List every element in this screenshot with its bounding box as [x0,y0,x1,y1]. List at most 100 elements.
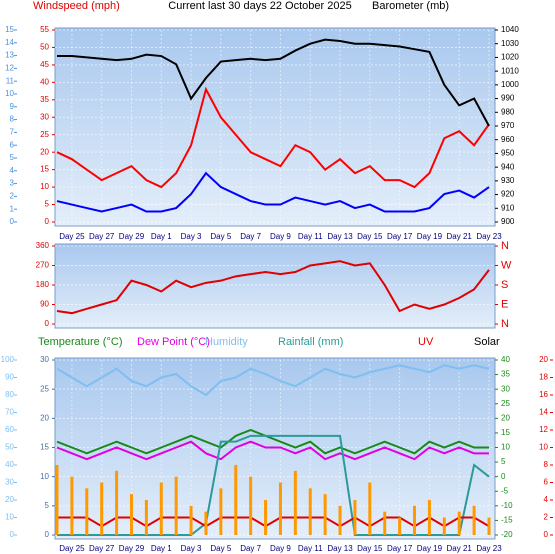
y3-tick-label: 0 [10,530,15,539]
x-tick-label: Day 19 [417,232,443,241]
y2-tick-label: 910 [501,203,515,212]
y-tick-label: 15 [40,443,49,452]
bar [144,500,148,535]
y3-tick-label: 9 [10,102,15,111]
y-tick-label: 360 [36,241,50,250]
y2-tick-label: E [501,298,508,310]
bar [100,482,104,535]
y3-tick-label: 14 [5,38,14,47]
y-tick-label: 30 [40,112,49,121]
y3-tick-label: 50 [5,443,14,452]
series-line [57,516,490,528]
y2-tick-label: 1010 [501,66,519,75]
bar [189,505,193,535]
y-tick-label: 0 [45,530,50,539]
y2-tick-label: 15 [501,428,510,437]
y4-tick-label: 12 [539,425,548,434]
series-line [56,440,489,461]
y2-tick-label: -20 [501,530,513,539]
bar [398,517,402,535]
y-tick-label: 180 [36,280,50,289]
y-tick-label: 25 [40,384,49,393]
y2-tick-label: 40 [501,355,510,364]
y2-tick-label: 1040 [501,25,519,34]
y3-tick-label: 4 [10,166,15,175]
series-line [56,260,490,315]
y-tick-label: 5 [45,501,50,510]
x-tick-label: Day 25 [59,232,85,241]
y3-tick-label: 1 [10,204,15,213]
y4-tick-label: 8 [544,460,549,469]
series-line [57,434,490,536]
y-axis-label: Windspeed (mph) [33,0,120,12]
bar [159,482,163,535]
x-tick-label: Day 21 [447,544,473,553]
y2-tick-label: 30 [501,384,510,393]
bar [293,470,297,535]
y4-tick-label: 4 [544,495,549,504]
y2-tick-label: -5 [501,486,509,495]
bar [353,500,357,535]
y4-tick-label: 14 [539,408,548,417]
y-tick-label: 20 [40,413,49,422]
series-line [56,86,490,189]
y-tick-label: 25 [40,130,49,139]
y3-tick-label: 13 [5,51,14,60]
y4-tick-label: 0 [544,530,549,539]
x-tick-label: Day 17 [387,544,413,553]
y3-tick-label: 6 [10,140,15,149]
y-tick-label: 0 [45,217,50,226]
y2-tick-label: 950 [501,149,515,158]
bar [323,494,327,535]
y4-tick-label: 10 [539,443,548,452]
bar [264,500,268,535]
y2-tick-label: 980 [501,107,515,116]
y3-tick-label: 90 [5,373,14,382]
y3-tick-label: 40 [5,460,14,469]
bar [219,488,223,535]
y2-tick-label: 900 [501,217,515,226]
y2-tick-label: 1030 [501,39,519,48]
x-tick-label: Day 9 [270,232,291,241]
y2-tick-label: W [501,259,512,271]
y3-tick-label: 0 [10,217,15,226]
y-tick-label: 0 [45,319,50,328]
bar [129,494,133,535]
y-tick-label: 10 [40,472,49,481]
x-tick-label: Day 21 [447,232,473,241]
y2-tick-label: N [501,240,509,252]
bar [85,488,89,535]
y3-tick-label: 8 [10,115,15,124]
y2-tick-label: 960 [501,135,515,144]
chart-title: Current last 30 days 22 October 2025 [168,0,351,12]
y-tick-label: 55 [40,25,49,34]
legend-entry: UV [418,336,434,348]
y-tick-label: 45 [40,60,49,69]
bar [338,505,342,535]
bar [442,517,446,535]
y2-tick-label: 10 [501,443,510,452]
y2-tick-label: 940 [501,162,515,171]
y4-tick-label: 16 [539,390,548,399]
y3-tick-label: 12 [5,64,14,73]
bar [174,476,178,535]
x-tick-label: Day 29 [119,232,145,241]
y3-tick-label: 20 [5,495,14,504]
y2-tick-label: 25 [501,399,510,408]
y3-tick-label: 10 [5,513,14,522]
y2-tick-label: 970 [501,121,515,130]
y2-tick-label: 930 [501,176,515,185]
y2-tick-label: 20 [501,413,510,422]
y3-tick-label: 60 [5,425,14,434]
y-tick-label: 30 [40,355,49,364]
legend-entry: Rainfall (mm) [278,336,343,348]
bar [308,488,312,535]
bar [383,511,387,535]
y-tick-label: 15 [40,165,49,174]
y-tick-label: 40 [40,77,49,86]
x-tick-label: Day 9 [270,544,291,553]
x-tick-label: Day 11 [298,232,323,241]
y4-tick-label: 6 [544,478,549,487]
y2-tick-label: S [501,279,508,291]
x-tick-label: Day 27 [89,232,115,241]
